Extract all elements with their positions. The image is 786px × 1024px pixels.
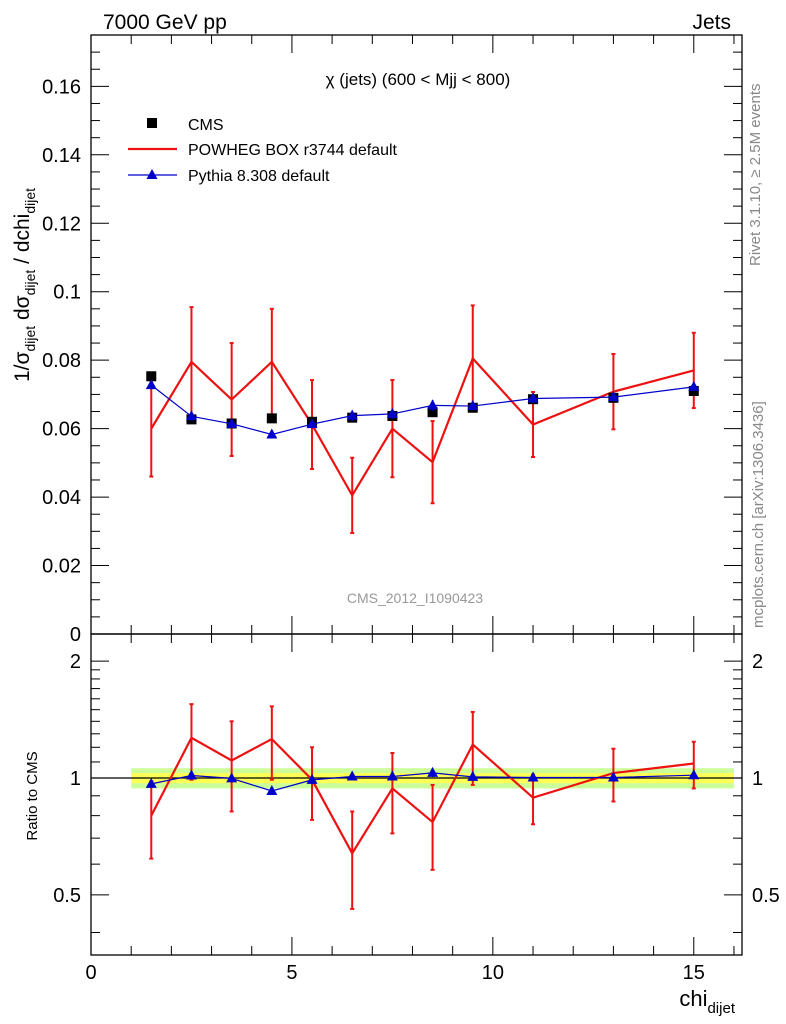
main-y-tick-label: 0.04 xyxy=(42,487,81,509)
ratio-pythia-point xyxy=(185,769,197,780)
pythia-point xyxy=(607,391,619,402)
main-title: χ (jets) (600 < Mjj < 800) xyxy=(326,70,511,89)
pythia-point xyxy=(467,400,479,411)
x-tick-label: 15 xyxy=(683,962,705,984)
ratio-pythia-point xyxy=(145,777,157,788)
pythia-point xyxy=(266,428,278,439)
rivet-label: Rivet 3.1.10, ≥ 2.5M events xyxy=(747,84,764,267)
legend-pythia-label: Pythia 8.308 default xyxy=(188,168,330,185)
ratio-y-tick-label-right: 0.5 xyxy=(752,885,780,907)
ratio-pythia-point xyxy=(306,773,318,784)
header-right: Jets xyxy=(692,11,731,34)
main-y-tick-label: 0.02 xyxy=(42,556,81,578)
header-left: 7000 GeV pp xyxy=(103,11,227,34)
pythia-point xyxy=(145,379,157,390)
powheg-line xyxy=(150,356,695,498)
ratio-pythia-point xyxy=(527,771,539,782)
mcplots-label: mcplots.cern.ch [arXiv:1306.3436] xyxy=(750,401,767,628)
ratio-y-tick-label-right: 1 xyxy=(752,768,763,790)
ratio-pythia-point xyxy=(266,784,278,795)
ratio-y-axis-label: Ratio to CMS xyxy=(24,751,41,840)
legend-powheg-label: POWHEG BOX r3744 default xyxy=(188,142,398,159)
main-y-tick-label: 0 xyxy=(70,624,81,646)
watermark: CMS_2012_I1090423 xyxy=(347,590,483,606)
main-y-tick-label: 0.14 xyxy=(42,145,81,167)
ratio-pythia-point xyxy=(467,770,479,781)
ratio-y-tick-label: 1 xyxy=(70,768,81,790)
pythia-point xyxy=(688,380,700,391)
x-tick-label: 10 xyxy=(482,962,504,984)
ratio-y-tick-label-right: 2 xyxy=(752,651,763,673)
main-y-tick-label: 0.1 xyxy=(53,282,81,304)
main-y-axis-label: 1/σdijet dσdijet / dchidijet xyxy=(11,188,38,382)
pythia-point xyxy=(185,410,197,421)
cms-point xyxy=(266,413,277,424)
pythia-point xyxy=(306,418,318,429)
cms-point xyxy=(427,407,438,418)
main-y-tick-label: 0.12 xyxy=(42,213,81,235)
pythia-point xyxy=(226,417,238,428)
legend-pythia-marker xyxy=(146,169,158,179)
ratio-pythia-point xyxy=(607,771,619,782)
ratio-panel: 0.5 0.5 1 1 2 2 0 5 10 15 xyxy=(53,633,780,984)
cms-point xyxy=(146,371,157,382)
legend-cms-marker xyxy=(147,118,157,128)
legend: CMS POWHEG BOX r3744 default Pythia 8.30… xyxy=(128,117,398,185)
ratio-pythia-point xyxy=(386,770,398,781)
main-y-tick-label: 0.16 xyxy=(42,76,81,98)
ratio-pythia-point xyxy=(226,772,238,783)
main-y-tick-label: 0.08 xyxy=(42,350,81,372)
main-y-tick-label: 0.06 xyxy=(42,419,81,441)
x-axis-label: chidijet xyxy=(679,986,735,1017)
svg-text:1/σdijet dσdijet / dchidijet: 1/σdijet dσdijet / dchidijet xyxy=(11,188,38,382)
x-tick-label: 0 xyxy=(85,962,96,984)
ratio-y-tick-label: 2 xyxy=(70,651,81,673)
ratio-powheg-line xyxy=(150,736,694,856)
x-tick-label: 5 xyxy=(286,962,297,984)
ratio-frame xyxy=(90,633,743,956)
pythia-point xyxy=(386,407,398,418)
pythia-point xyxy=(427,399,439,410)
pythia-point xyxy=(527,392,539,403)
ratio-pythia-point xyxy=(427,766,439,777)
ratio-y-tick-label: 0.5 xyxy=(53,885,81,907)
legend-cms-label: CMS xyxy=(188,117,224,134)
ratio-pythia-line xyxy=(151,772,694,792)
pythia-line xyxy=(150,384,694,436)
main-panel: χ (jets) (600 < Mjj < 800) CMS_2012_I109… xyxy=(42,34,743,646)
ratio-pythia-point xyxy=(346,770,358,781)
ratio-pythia-point xyxy=(688,769,700,780)
pythia-point xyxy=(346,409,358,420)
